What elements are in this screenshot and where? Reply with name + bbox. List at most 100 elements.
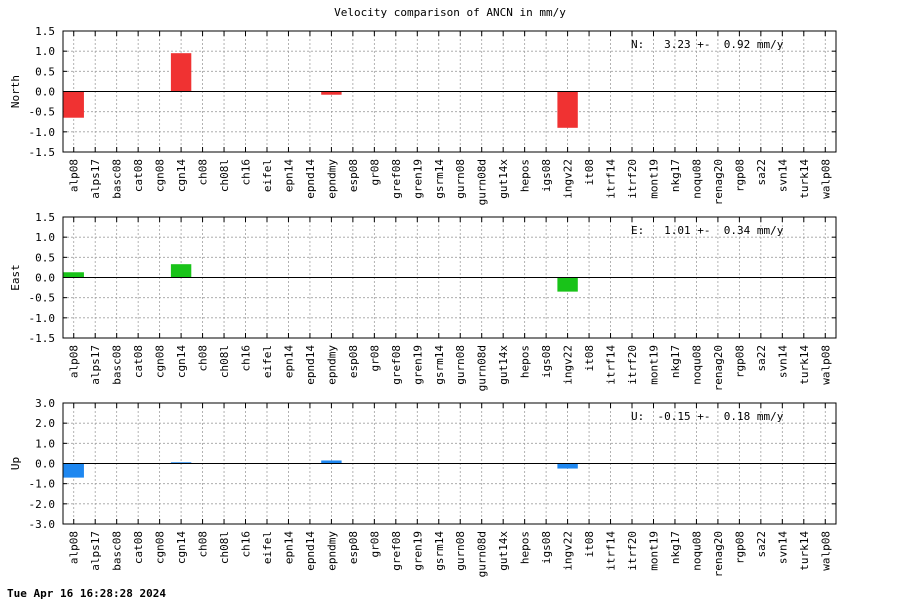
panel-east: 1.5 1.0 0.5 0.0 -0.5 -1.0 -1.5 alp08 alps17 basc0… xyxy=(9,211,837,391)
x-tick-label: turk14 xyxy=(798,159,811,199)
x-tick-label: ch16 xyxy=(240,345,253,372)
y-tick-label: 0.5 xyxy=(35,251,55,264)
y-tick-label: -3.0 xyxy=(29,518,56,531)
x-tick-label: rgp08 xyxy=(733,159,746,192)
x-tick-label: esp08 xyxy=(347,531,360,564)
x-tick-label: it08 xyxy=(583,345,596,372)
bar-alp08 xyxy=(63,91,84,118)
x-tick-label: gut14x xyxy=(497,159,510,199)
y-tick-label: 3.0 xyxy=(35,397,55,410)
y-tick-label: 1.5 xyxy=(35,211,55,224)
y-tick-label: 0.5 xyxy=(35,65,55,78)
x-tick-label: ch08 xyxy=(197,531,210,558)
x-tick-label: sa22 xyxy=(755,159,768,186)
y-tick-label: -1.5 xyxy=(29,332,56,345)
x-tick-label: epn14 xyxy=(282,345,295,378)
x-tick-label: mont19 xyxy=(647,531,660,571)
x-tick-label: cat08 xyxy=(132,345,145,378)
x-tick-label: svn14 xyxy=(776,531,789,564)
x-tick-label: gurn08d xyxy=(476,531,489,577)
x-tick-label: epn14 xyxy=(282,531,295,564)
x-tick-label: gsrm14 xyxy=(433,531,446,571)
x-tick-label: epnd14 xyxy=(304,159,317,199)
x-tick-label: gr08 xyxy=(368,345,381,372)
y-tick-label: -0.5 xyxy=(29,106,56,119)
chart-title: Velocity comparison of ANCN in mm/y xyxy=(334,6,566,19)
x-tick-label: alp08 xyxy=(68,159,81,192)
velocity-annotation: N: 3.23 +- 0.92 mm/y xyxy=(631,38,784,51)
y-tick-label: -1.0 xyxy=(29,126,56,139)
x-tick-label: gren19 xyxy=(411,345,424,385)
x-tick-label: eifel xyxy=(261,345,274,378)
x-tick-label: epndmy xyxy=(325,159,338,199)
bar-ingv22 xyxy=(557,277,578,292)
y-tick-label: 1.5 xyxy=(35,25,55,38)
x-tick-label: ch08 xyxy=(197,159,210,186)
bar-cgn14 xyxy=(170,53,192,92)
y-tick-label: -1.5 xyxy=(29,146,56,159)
x-tick-label: epndmy xyxy=(325,345,338,385)
y-tick-label: 0.0 xyxy=(35,86,55,99)
x-tick-label: ingv22 xyxy=(562,345,575,385)
y-tick-label: 0.0 xyxy=(35,458,55,471)
x-tick-label: noqu08 xyxy=(690,159,703,199)
x-tick-label: noqu08 xyxy=(690,345,703,385)
plot-frame xyxy=(62,30,837,153)
bar-cgn14 xyxy=(170,264,192,278)
x-tick-label: noqu08 xyxy=(690,531,703,571)
bar-cgn14 xyxy=(170,462,192,464)
x-tick-label: turk14 xyxy=(798,531,811,571)
x-tick-label: hepos xyxy=(519,531,532,564)
x-tick-label: alps17 xyxy=(89,531,102,571)
x-tick-label: basc08 xyxy=(111,345,124,385)
x-tick-label: mont19 xyxy=(647,159,660,199)
bar-epndmy xyxy=(321,91,342,95)
x-tick-label: gurn08d xyxy=(476,345,489,391)
x-tick-label: hepos xyxy=(519,159,532,192)
x-tick-label: ch08l xyxy=(218,159,231,192)
x-tick-label: sa22 xyxy=(755,345,768,372)
x-tick-label: gref08 xyxy=(390,345,403,385)
x-tick-label: gurn08 xyxy=(454,531,467,571)
x-tick-label: alp08 xyxy=(68,531,81,564)
x-tick-label: alps17 xyxy=(89,345,102,385)
timestamp-footer: Tue Apr 16 16:28:28 2024 xyxy=(7,587,166,600)
x-tick-label: svn14 xyxy=(776,345,789,378)
x-tick-label: mont19 xyxy=(647,345,660,385)
x-tick-label: gr08 xyxy=(368,531,381,558)
x-tick-label: rgp08 xyxy=(733,531,746,564)
x-tick-label: itrf14 xyxy=(605,345,618,385)
x-tick-label: cgn14 xyxy=(175,345,188,378)
y-tick-label: -1.0 xyxy=(29,478,56,491)
y-axis-label: East xyxy=(9,264,22,291)
x-tick-label: gurn08 xyxy=(454,159,467,199)
x-tick-label: gref08 xyxy=(390,159,403,199)
x-tick-label: ch08l xyxy=(218,345,231,378)
x-tick-label: it08 xyxy=(583,159,596,186)
x-tick-label: basc08 xyxy=(111,159,124,199)
x-tick-label: gurn08d xyxy=(476,159,489,205)
x-tick-label: gren19 xyxy=(411,159,424,199)
x-tick-label: gut14x xyxy=(497,345,510,385)
x-tick-label: ch16 xyxy=(240,159,253,186)
x-tick-label: nkg17 xyxy=(669,159,682,192)
y-axis-label: Up xyxy=(9,457,22,470)
panel-north: 1.5 1.0 0.5 0.0 -0.5 -1.0 -1.5 alp08 alps17 basc0… xyxy=(9,25,837,205)
x-tick-label: cgn14 xyxy=(175,159,188,192)
y-tick-label: 1.0 xyxy=(35,231,55,244)
y-tick-label: 0.0 xyxy=(35,272,55,285)
y-tick-label: -2.0 xyxy=(29,498,56,511)
x-tick-label: ingv22 xyxy=(562,159,575,199)
bar-alp08 xyxy=(63,272,84,278)
x-tick-label: gut14x xyxy=(497,531,510,571)
x-tick-label: turk14 xyxy=(798,345,811,385)
x-tick-label: renag20 xyxy=(712,345,725,391)
x-tick-label: ch08l xyxy=(218,531,231,564)
y-tick-label: -1.0 xyxy=(29,312,56,325)
x-tick-label: sa22 xyxy=(755,531,768,558)
x-tick-label: gsrm14 xyxy=(433,345,446,385)
bar-epndmy xyxy=(321,460,342,464)
x-tick-label: nkg17 xyxy=(669,345,682,378)
y-tick-label: 2.0 xyxy=(35,417,55,430)
